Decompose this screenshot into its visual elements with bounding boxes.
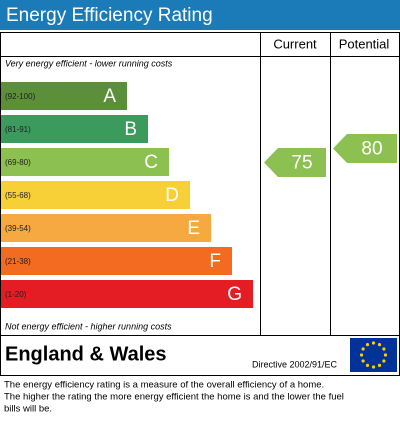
band-letter: C	[144, 152, 158, 173]
star	[371, 365, 376, 369]
footer-line: bills will be.	[4, 404, 52, 415]
band	[1, 280, 253, 308]
title-bar	[0, 0, 400, 30]
bottom-note: Not energy efficient - higher running co…	[5, 321, 172, 331]
band	[1, 148, 169, 176]
column-header: Current	[273, 36, 317, 51]
star	[359, 353, 364, 357]
title: Energy Efficiency Rating	[6, 5, 213, 26]
footer-line: The energy efficiency rating is a measur…	[4, 380, 324, 391]
star	[377, 363, 382, 367]
star	[382, 359, 386, 363]
band-range: (1-20)	[5, 290, 27, 299]
star	[365, 363, 370, 367]
top-note: Very energy efficient - lower running co…	[5, 58, 173, 68]
star	[361, 359, 365, 363]
band-range: (81-91)	[5, 125, 31, 134]
eu-flag	[350, 338, 397, 372]
band-range: (21-38)	[5, 257, 31, 266]
band-letter: F	[209, 251, 221, 272]
band	[1, 181, 190, 209]
band-range: (92-100)	[5, 92, 36, 101]
band-letter: G	[227, 284, 242, 305]
star	[365, 343, 370, 347]
rating-arrow	[264, 148, 326, 177]
star	[382, 347, 386, 351]
band-range: (69-80)	[5, 158, 31, 167]
band	[1, 214, 211, 242]
band	[1, 115, 148, 143]
band-letter: E	[187, 218, 200, 239]
band	[1, 82, 127, 110]
star	[383, 353, 388, 357]
star	[371, 341, 376, 345]
star	[377, 343, 382, 347]
band-letter: A	[103, 86, 116, 107]
directive: Directive 2002/91/EC	[252, 359, 338, 369]
rating-value: 75	[291, 153, 312, 174]
band-letter: D	[165, 185, 179, 206]
band-range: (55-68)	[5, 191, 31, 200]
rating-value: 80	[361, 139, 382, 160]
band-range: (39-54)	[5, 224, 31, 233]
band-letter: B	[124, 119, 137, 140]
column-header: Potential	[339, 36, 390, 51]
star	[361, 347, 365, 351]
rating-arrow	[333, 134, 397, 163]
footer-line: The higher the rating the more energy ef…	[4, 392, 344, 403]
region: England & Wales	[5, 343, 167, 365]
band	[1, 247, 232, 275]
